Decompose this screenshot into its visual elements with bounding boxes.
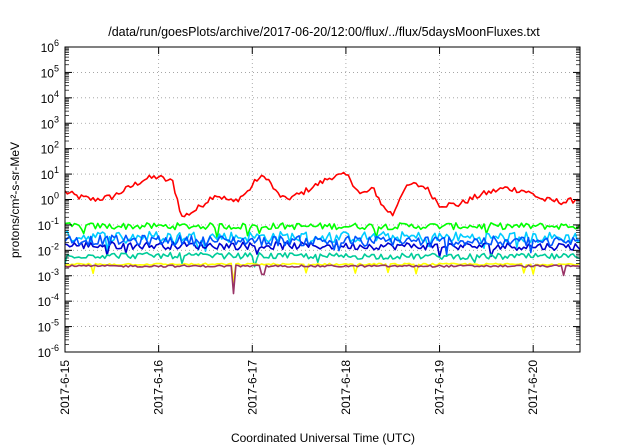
plot-frame: [64, 46, 581, 353]
x-tick-label: 2017-6-20: [526, 360, 540, 415]
y-tick-label: 10-3: [38, 267, 59, 284]
x-tick-labels: 2017-6-15 2017-6-16 2017-6-17 2017-6-18 2017…: [58, 360, 540, 415]
y-tick-label: 10-5: [38, 318, 59, 335]
series-group: [64, 171, 581, 295]
series-line: [64, 171, 581, 218]
y-tick-label: 103: [41, 114, 59, 131]
y-tick-label: 102: [41, 140, 59, 157]
y-tick-label: 101: [41, 165, 59, 182]
y-tick-label: 100: [41, 191, 59, 208]
series-line: [64, 222, 581, 239]
y-tick-label: 104: [41, 89, 59, 106]
y-tick-label: 10-6: [38, 343, 59, 360]
y-tick-label: 10-4: [38, 292, 59, 309]
series-line: [64, 241, 581, 258]
y-tick-label: 106: [41, 38, 59, 55]
series-line: [64, 251, 581, 268]
y-tick-label: 105: [41, 63, 59, 80]
x-tick-label: 2017-6-17: [245, 360, 259, 415]
x-tick-label: 2017-6-16: [152, 360, 166, 415]
x-tick-label: 2017-6-19: [433, 360, 447, 415]
y-tick-label: 10-2: [38, 241, 59, 258]
y-tick-labels: 10-6 10-5 10-4 10-3 10-2 10-1 100 101 102 103 104 1…: [38, 38, 59, 360]
grid: [65, 47, 580, 352]
series-line: [64, 264, 581, 295]
series-line: [64, 262, 581, 283]
series-line: [64, 234, 581, 256]
y-axis-label: protons/cm²-s-sr-MeV: [8, 142, 22, 258]
y-tick-label: 10-1: [38, 216, 59, 233]
tick-marks: [64, 46, 580, 353]
chart-title: /data/run/goesPlots/archive/2017-06-20/1…: [108, 25, 540, 39]
x-tick-label: 2017-6-15: [58, 360, 72, 415]
x-tick-label: 2017-6-18: [339, 360, 353, 415]
x-axis-label: Coordinated Universal Time (UTC): [231, 431, 415, 445]
